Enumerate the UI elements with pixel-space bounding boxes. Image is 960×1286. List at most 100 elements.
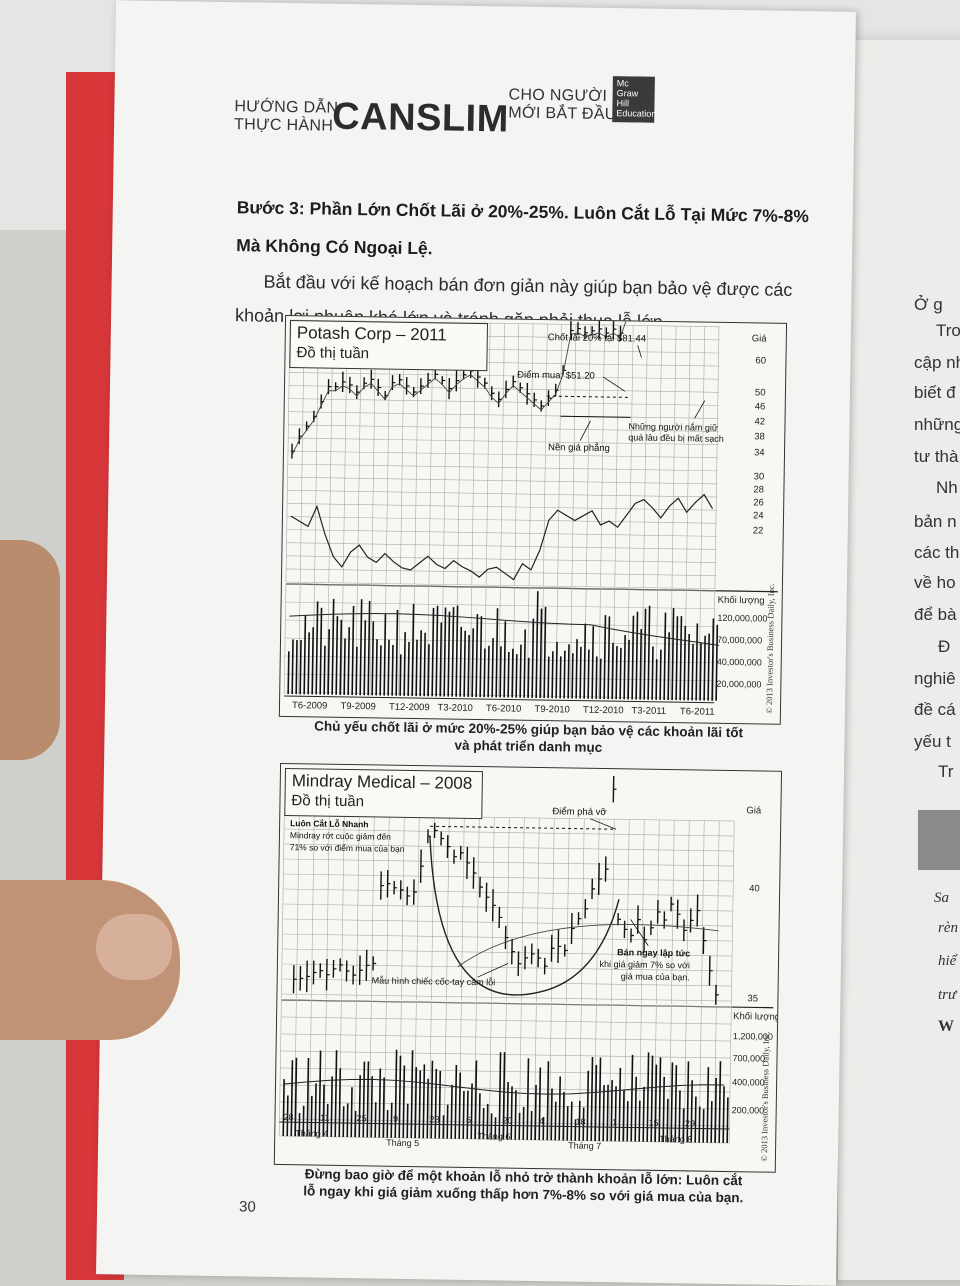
volume-bar [692,644,693,701]
month-tick-label: Tháng 7 [568,1141,601,1152]
day-tick-label: 29 [685,1118,695,1128]
price-tick-label: 24 [753,510,764,521]
right-page-text: tư thà [914,447,958,467]
volume-tick-label: 40,000,000 [717,657,762,668]
volume-bar [511,1086,512,1139]
volume-bar [528,658,529,698]
volume-bar [515,1090,516,1140]
grid-line [611,819,614,1003]
volume-bar [616,646,617,699]
volume-bar [615,1086,616,1141]
volume-bar [592,626,593,699]
volume-bar [420,630,421,696]
header-left-line2: THỰC HÀNH [234,116,333,136]
volume-bar [603,1085,604,1141]
publisher-logo: Mc Graw Hill Education [612,76,655,123]
volume-bar [644,609,645,700]
volume-bar [388,640,389,696]
volume-bar [624,635,625,699]
header-right-line2: MỚI BẮT ĐẦU [508,104,617,124]
day-tick-label: 20 [502,1115,512,1125]
volume-bar [460,627,461,697]
volume-bar [328,629,329,694]
price-axis-label: Giá [746,805,762,816]
right-page-text: Đ [938,637,950,657]
volume-bar [380,645,381,695]
volume-bar [651,1056,652,1142]
annotation-breakout: Điểm phá vỡ [552,806,606,818]
right-page-text: trư [938,987,956,1004]
day-tick-label: 1 [612,1117,617,1127]
right-page-text: cập nh [914,353,960,373]
grid-line [287,503,717,510]
volume-bar [660,650,661,700]
day-tick-label: 11 [320,1113,329,1123]
volume-bar [675,1065,676,1142]
grid-line [289,399,719,406]
thumb-nail [96,914,172,980]
volume-bar [351,1087,352,1137]
volume-bar [535,1085,536,1140]
volume-bar [447,1105,448,1139]
price-tick-label: 38 [754,431,765,442]
volume-bar [375,1102,376,1137]
volume-bar [403,1066,404,1138]
volume-bar [419,1071,420,1139]
chart-subtitle: Đồ thị tuần [296,344,369,362]
day-tick-label: 23 [429,1114,439,1124]
volume-bar [448,612,449,697]
volume-bar [672,608,673,700]
volume-bar [643,1087,644,1142]
volume-bar [647,1052,648,1141]
x-tick-label: T3-2010 [437,702,473,714]
volume-bar [312,627,313,694]
volume-bar [339,1068,340,1137]
price-tick-label: 42 [754,416,765,427]
volume-bar [719,1061,720,1143]
annotation-arrow [590,819,616,829]
volume-bar [412,604,413,696]
volume-bar [563,1092,564,1140]
volume-bar [451,1085,452,1139]
volume-bar [588,650,589,699]
volume-bar [619,1068,620,1141]
volume-bar [699,1106,700,1142]
volume-bar [600,659,601,699]
annotation-arrow [580,421,590,441]
volume-bar [587,1071,588,1141]
volume-bar [560,656,561,698]
x-tick-label: T9-2010 [534,704,570,716]
volume-bar [640,629,641,700]
grid-line [470,587,472,697]
volume-bar [472,628,473,697]
volume-bar [432,608,433,696]
volume-bar [428,644,429,696]
volume-bar [476,614,477,697]
day-tick-label: 15 [648,1118,658,1128]
volume-bar [371,1076,372,1137]
volume-bar [559,1077,560,1141]
header-left-line1: HƯỚNG DẪN [234,98,338,118]
volume-bar [391,1103,392,1138]
volume-bar [576,639,577,698]
volume-bar [435,1069,436,1139]
chart-title-box: Potash Corp – 2011 Đồ thị tuần [289,320,488,371]
volume-tick-label: 70,000,000 [717,635,762,646]
x-tick-label: T12-2010 [583,705,624,717]
book-page: HƯỚNG DẪN THỰC HÀNH CANSLIM CHO NGƯỜI MỚ… [96,0,856,1285]
volume-bar [627,1101,628,1141]
right-page-text: hiể [938,953,956,970]
volume-bar [520,645,521,698]
volume-bar [504,621,505,697]
volume-bar [540,609,541,698]
volume-bar [335,1050,336,1137]
volume-tick-label: 20,000,000 [716,679,761,690]
x-tick-label: T3-2011 [631,705,666,717]
x-tick-label: T9-2009 [340,701,376,713]
volume-bar [652,646,653,699]
month-tick-label: Tháng 6 [477,1131,510,1142]
right-page-text: về ho [914,573,956,593]
